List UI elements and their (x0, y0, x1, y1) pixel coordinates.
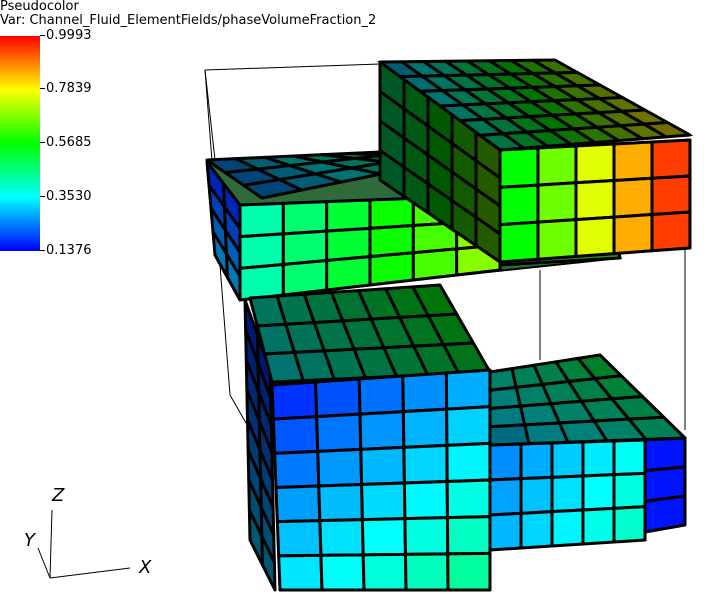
mesh-cell (574, 215, 616, 258)
mesh-cell (403, 516, 450, 556)
mesh-cell (474, 215, 502, 264)
mesh-cell (581, 473, 616, 512)
mesh-cell (612, 140, 654, 183)
mesh-cell (271, 415, 320, 455)
middle-step-top (248, 283, 492, 384)
mesh-cell (325, 255, 372, 292)
mesh-cell (536, 181, 578, 224)
mesh-cell (498, 183, 540, 227)
axis-x-label: X (139, 557, 152, 578)
lower-front-face (270, 368, 647, 592)
axis-y-label: Y (24, 530, 35, 551)
mesh-cell (411, 247, 459, 282)
axes-triad (37, 509, 131, 579)
mesh-cell (488, 477, 523, 517)
mesh-cell (401, 371, 449, 414)
mesh-cell (317, 483, 364, 523)
mesh-cell (360, 481, 407, 522)
mesh-cell (238, 201, 285, 239)
mesh-cell (275, 519, 323, 558)
mesh-cell (318, 518, 365, 557)
mesh-cell (650, 138, 692, 180)
mesh-cell (581, 506, 616, 546)
mesh-cell (550, 474, 585, 514)
mesh-cell (498, 220, 540, 264)
mesh-cell (519, 510, 554, 550)
mesh-cell (650, 210, 692, 253)
mesh-cell (581, 439, 616, 478)
mesh-cell (445, 515, 492, 556)
mesh-cell (281, 229, 329, 266)
mesh-cell (402, 443, 449, 485)
mesh-cell (314, 377, 362, 419)
colorbar-tick-max: 0.9993 (40, 29, 92, 43)
mesh-cell (325, 198, 372, 233)
mesh-cell (574, 179, 616, 222)
mesh-cell (260, 534, 277, 592)
mesh-cell (277, 553, 324, 592)
mesh-cell (225, 252, 242, 302)
mesh-cell (357, 374, 405, 416)
mesh-cell (536, 218, 578, 261)
mesh-cell (401, 407, 449, 449)
mesh-cell (574, 142, 616, 185)
colorbar (0, 36, 40, 251)
mesh-cell (315, 412, 363, 453)
mesh-cell (445, 441, 492, 483)
mesh-cell (445, 405, 492, 447)
axis-z-label: Z (52, 485, 65, 506)
legend-title: Pseudocolor (0, 0, 79, 14)
mesh-cell (281, 259, 329, 297)
right-block-front (378, 60, 692, 264)
mesh-cell (519, 441, 554, 481)
mesh-cell (319, 553, 366, 592)
mesh-cell (358, 410, 406, 451)
colorbar-tick-3: 0.5685 (40, 136, 92, 150)
mesh-cell (612, 438, 647, 477)
colorbar-tick-2: 0.7839 (40, 82, 92, 96)
mesh-cell (612, 471, 647, 510)
mesh-cell (368, 251, 415, 287)
mesh-cell (445, 478, 492, 520)
mesh-cell (650, 174, 692, 217)
mesh-cell (274, 484, 322, 524)
mesh-cell (402, 480, 449, 521)
mesh-cell (519, 475, 554, 515)
mesh-cell (361, 552, 408, 592)
mesh-cell (612, 176, 654, 219)
mesh-cell (360, 517, 407, 557)
mesh-cell (550, 508, 585, 548)
mesh-cell (536, 144, 578, 187)
mesh-cell (642, 121, 692, 139)
mesh-cell (498, 146, 540, 189)
mesh-cell (273, 449, 321, 489)
mesh-cell (612, 213, 654, 256)
colorbar-tick-4: 0.3530 (40, 190, 92, 204)
mesh-cell (488, 511, 523, 552)
lower-right-face (643, 436, 687, 534)
mesh-cell (325, 226, 372, 263)
lower-top-face (488, 353, 687, 447)
mesh-cell (316, 447, 364, 488)
left-side-face (205, 160, 277, 592)
mesh-cell (643, 494, 687, 534)
mesh-cell (488, 423, 531, 447)
colorbar-tick-min: 0.1376 (40, 244, 92, 258)
mesh-cell (281, 200, 329, 236)
legend-variable: Var: Channel_Fluid_ElementFields/phaseVo… (0, 13, 377, 28)
mesh-cell (446, 551, 492, 592)
mesh-cell (444, 368, 492, 411)
mesh-cell (643, 436, 687, 473)
mesh-cell (403, 552, 450, 592)
upper-top-grid (205, 58, 692, 200)
mesh-cell (612, 505, 647, 544)
mesh-cell (238, 232, 285, 270)
mesh-cell (368, 196, 415, 230)
mesh-cell (270, 380, 319, 421)
mesh-cell (359, 445, 406, 486)
mesh-cell (550, 440, 585, 479)
mesh-cell (488, 442, 523, 482)
